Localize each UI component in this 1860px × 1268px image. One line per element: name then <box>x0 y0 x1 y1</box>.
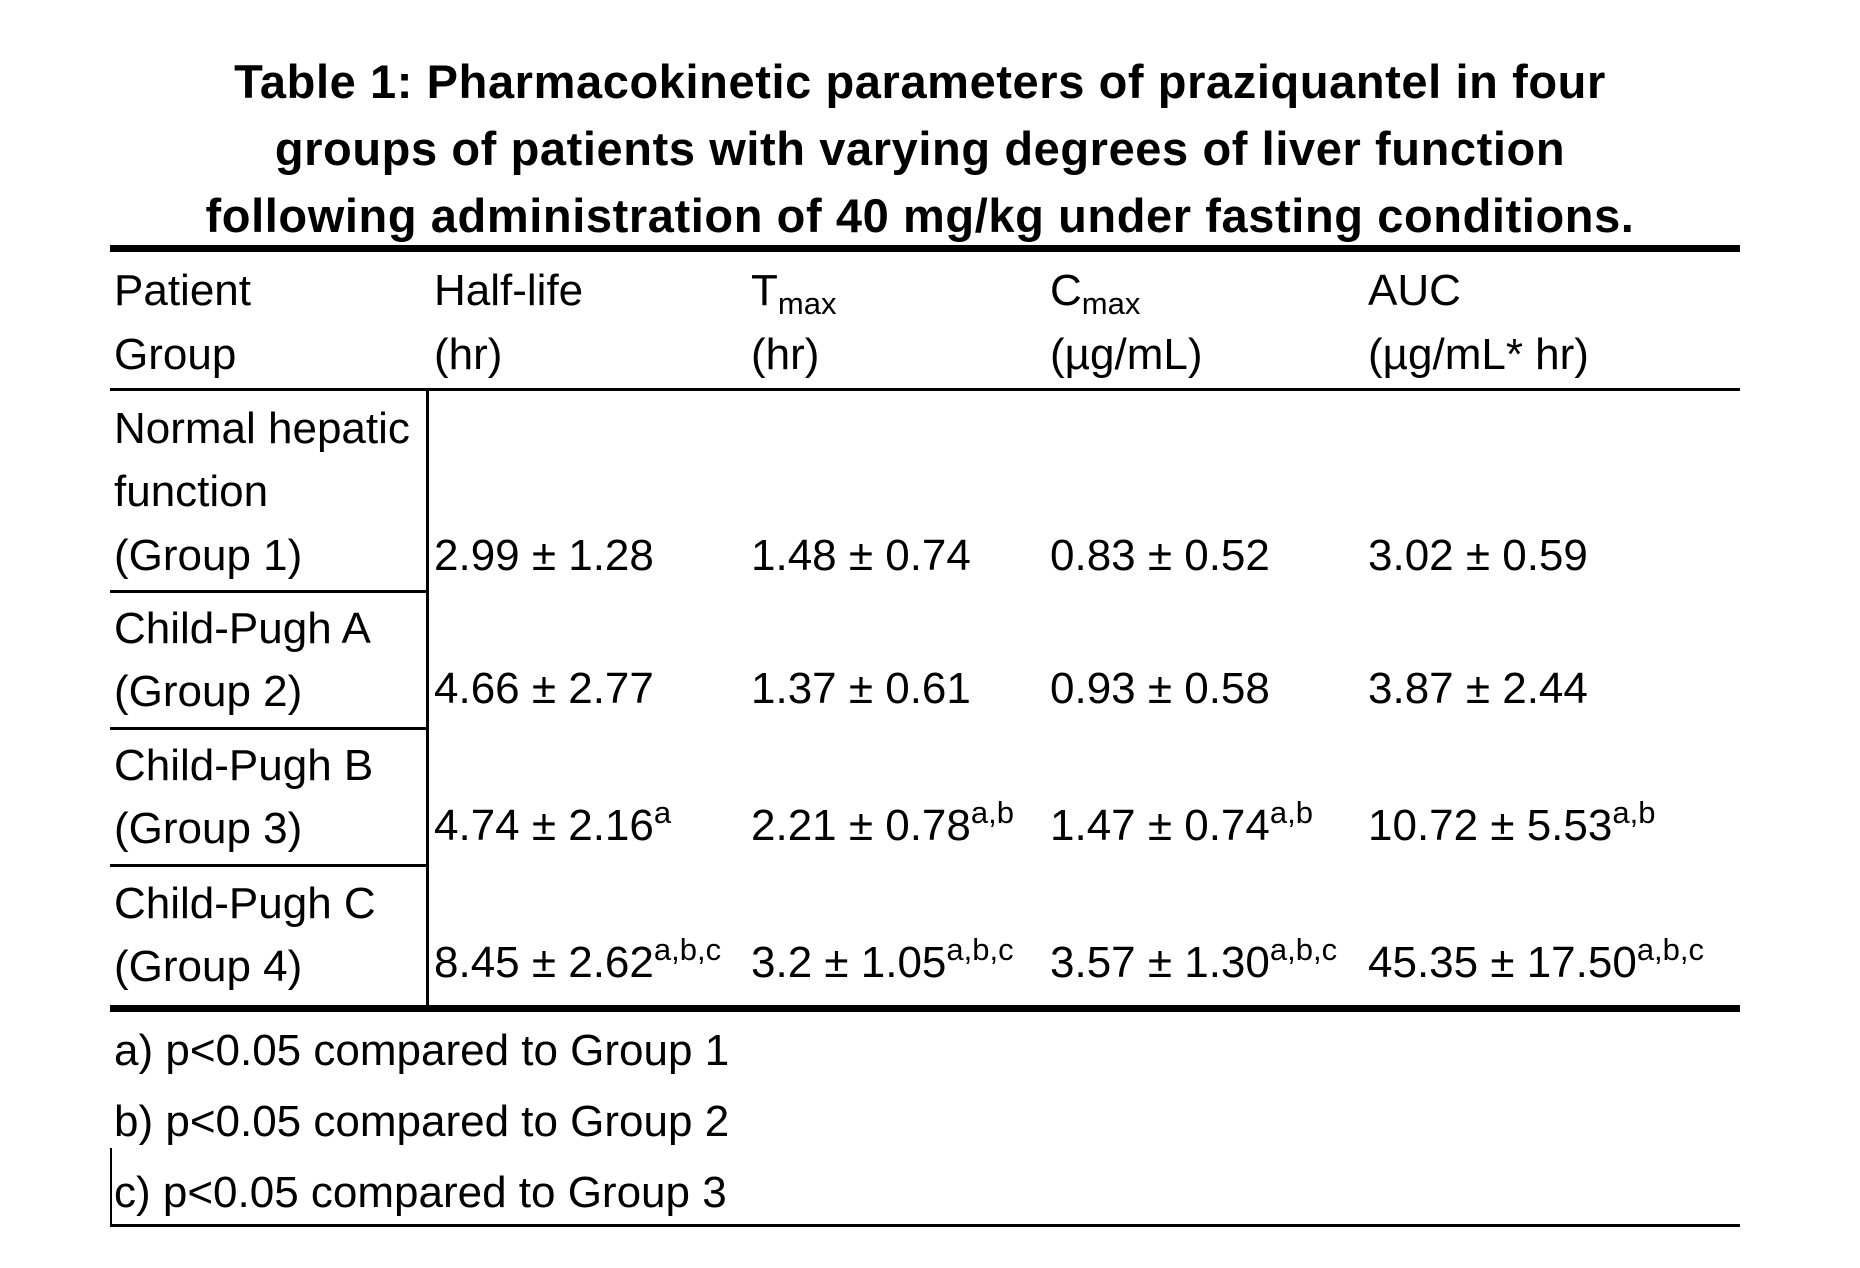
row-1-auc: 3.02 ± 0.59 <box>1368 525 1588 587</box>
row-3-auc: 10.72 ± 5.53a,b <box>1368 795 1655 857</box>
row-2-tmax: 1.37 ± 0.61 <box>751 658 971 720</box>
label-column-divider <box>426 391 429 1005</box>
row-1-tmax: 1.48 ± 0.74 <box>751 525 971 587</box>
row-4-cmax-sig: a,b,c <box>1269 932 1338 967</box>
row-3-cmax-value: 1.47 ± 0.74 <box>1050 801 1270 850</box>
row-2-cmax: 0.93 ± 0.58 <box>1050 658 1270 720</box>
footnote-left-border <box>110 1148 112 1226</box>
row-2-cmax-value: 0.93 ± 0.58 <box>1050 664 1270 713</box>
table-top-rule <box>110 245 1740 252</box>
row-3-auc-sig: a,b <box>1612 795 1656 830</box>
row-3-half-life-sig: a <box>653 795 672 830</box>
row-1-label-line3: (Group 1) <box>114 531 303 580</box>
row-4-cmax: 3.57 ± 1.30a,b,c <box>1050 932 1337 994</box>
row-3-tmax: 2.21 ± 0.78a,b <box>751 795 1014 857</box>
header-auc-unit: (µg/mL* hr) <box>1368 330 1589 379</box>
row-3-tmax-value: 2.21 ± 0.78 <box>751 801 971 850</box>
header-tmax: Tmax <box>751 260 836 322</box>
row-1-divider <box>110 590 426 593</box>
footnote-c: c) p<0.05 compared to Group 3 <box>114 1168 727 1217</box>
row-1-label-line2: function <box>114 467 269 516</box>
row-2-auc: 3.87 ± 2.44 <box>1368 658 1588 720</box>
row-2-tmax-value: 1.37 ± 0.61 <box>751 664 971 713</box>
row-1-cmax: 0.83 ± 0.52 <box>1050 525 1270 587</box>
header-cmax-base: C <box>1050 266 1082 315</box>
row-1-half-life: 2.99 ± 1.28 <box>434 525 654 587</box>
row-4-label-line1: Child-Pugh C <box>114 879 376 928</box>
row-4-half-life: 8.45 ± 2.62a,b,c <box>434 932 721 994</box>
row-3-label-line2: (Group 3) <box>114 804 303 853</box>
row-3-half-life: 4.74 ± 2.16a <box>434 795 671 857</box>
row-3-cmax: 1.47 ± 0.74a,b <box>1050 795 1313 857</box>
row-2-auc-value: 3.87 ± 2.44 <box>1368 664 1588 713</box>
row-4-label-line2: (Group 4) <box>114 942 303 991</box>
row-3-divider <box>110 864 426 867</box>
row-4-auc-value: 45.35 ± 17.50 <box>1368 938 1637 987</box>
row-1-half-life-value: 2.99 ± 1.28 <box>434 531 654 580</box>
row-4-tmax: 3.2 ± 1.05a,b,c <box>751 932 1014 994</box>
row-4-cmax-value: 3.57 ± 1.30 <box>1050 938 1270 987</box>
header-tmax-sub: max <box>777 286 837 321</box>
header-tmax-base: T <box>751 266 778 315</box>
row-3-half-life-value: 4.74 ± 2.16 <box>434 801 654 850</box>
header-auc: AUC <box>1368 266 1461 315</box>
row-4-half-life-value: 8.45 ± 2.62 <box>434 938 654 987</box>
row-2-half-life: 4.66 ± 2.77 <box>434 658 654 720</box>
footnote-end-rule <box>110 1224 1740 1227</box>
row-3-cmax-sig: a,b <box>1269 795 1313 830</box>
row-4-auc: 45.35 ± 17.50a,b,c <box>1368 932 1704 994</box>
row-3-label-line1: Child-Pugh B <box>114 741 374 790</box>
header-rule <box>110 388 1740 391</box>
footnote-b: b) p<0.05 compared to Group 2 <box>114 1097 730 1146</box>
caption-line-1: Table 1: Pharmacokinetic parameters of p… <box>234 55 1606 108</box>
header-half-life-unit: (hr) <box>434 330 503 379</box>
row-3-tmax-sig: a,b <box>970 795 1014 830</box>
row-2-label-line2: (Group 2) <box>114 667 303 716</box>
row-1-auc-value: 3.02 ± 0.59 <box>1368 531 1588 580</box>
table-caption: Table 1: Pharmacokinetic parameters of p… <box>100 48 1740 249</box>
row-4-auc-sig: a,b,c <box>1636 932 1705 967</box>
row-1-cmax-value: 0.83 ± 0.52 <box>1050 531 1270 580</box>
table-bottom-rule <box>110 1005 1740 1012</box>
row-4-tmax-value: 3.2 ± 1.05 <box>751 938 947 987</box>
row-2-divider <box>110 727 426 730</box>
row-1-label-line1: Normal hepatic <box>114 404 410 453</box>
row-2-half-life-value: 4.66 ± 2.77 <box>434 664 654 713</box>
row-2-label-line1: Child-Pugh A <box>114 604 371 653</box>
header-cmax-unit: (µg/mL) <box>1050 330 1203 379</box>
row-1-tmax-value: 1.48 ± 0.74 <box>751 531 971 580</box>
header-group-line2: Group <box>114 330 237 379</box>
caption-line-3: following administration of 40 mg/kg und… <box>205 189 1635 242</box>
row-4-tmax-sig: a,b,c <box>946 932 1014 967</box>
footnote-a: a) p<0.05 compared to Group 1 <box>114 1026 730 1075</box>
header-half-life: Half-life <box>434 266 584 315</box>
row-4-half-life-sig: a,b,c <box>653 932 722 967</box>
header-cmax-sub: max <box>1081 286 1141 321</box>
row-3-auc-value: 10.72 ± 5.53 <box>1368 801 1613 850</box>
header-cmax: Cmax <box>1050 260 1140 322</box>
header-group-line1: Patient <box>114 266 251 315</box>
caption-line-2: groups of patients with varying degrees … <box>274 122 1566 175</box>
header-tmax-unit: (hr) <box>751 330 820 379</box>
